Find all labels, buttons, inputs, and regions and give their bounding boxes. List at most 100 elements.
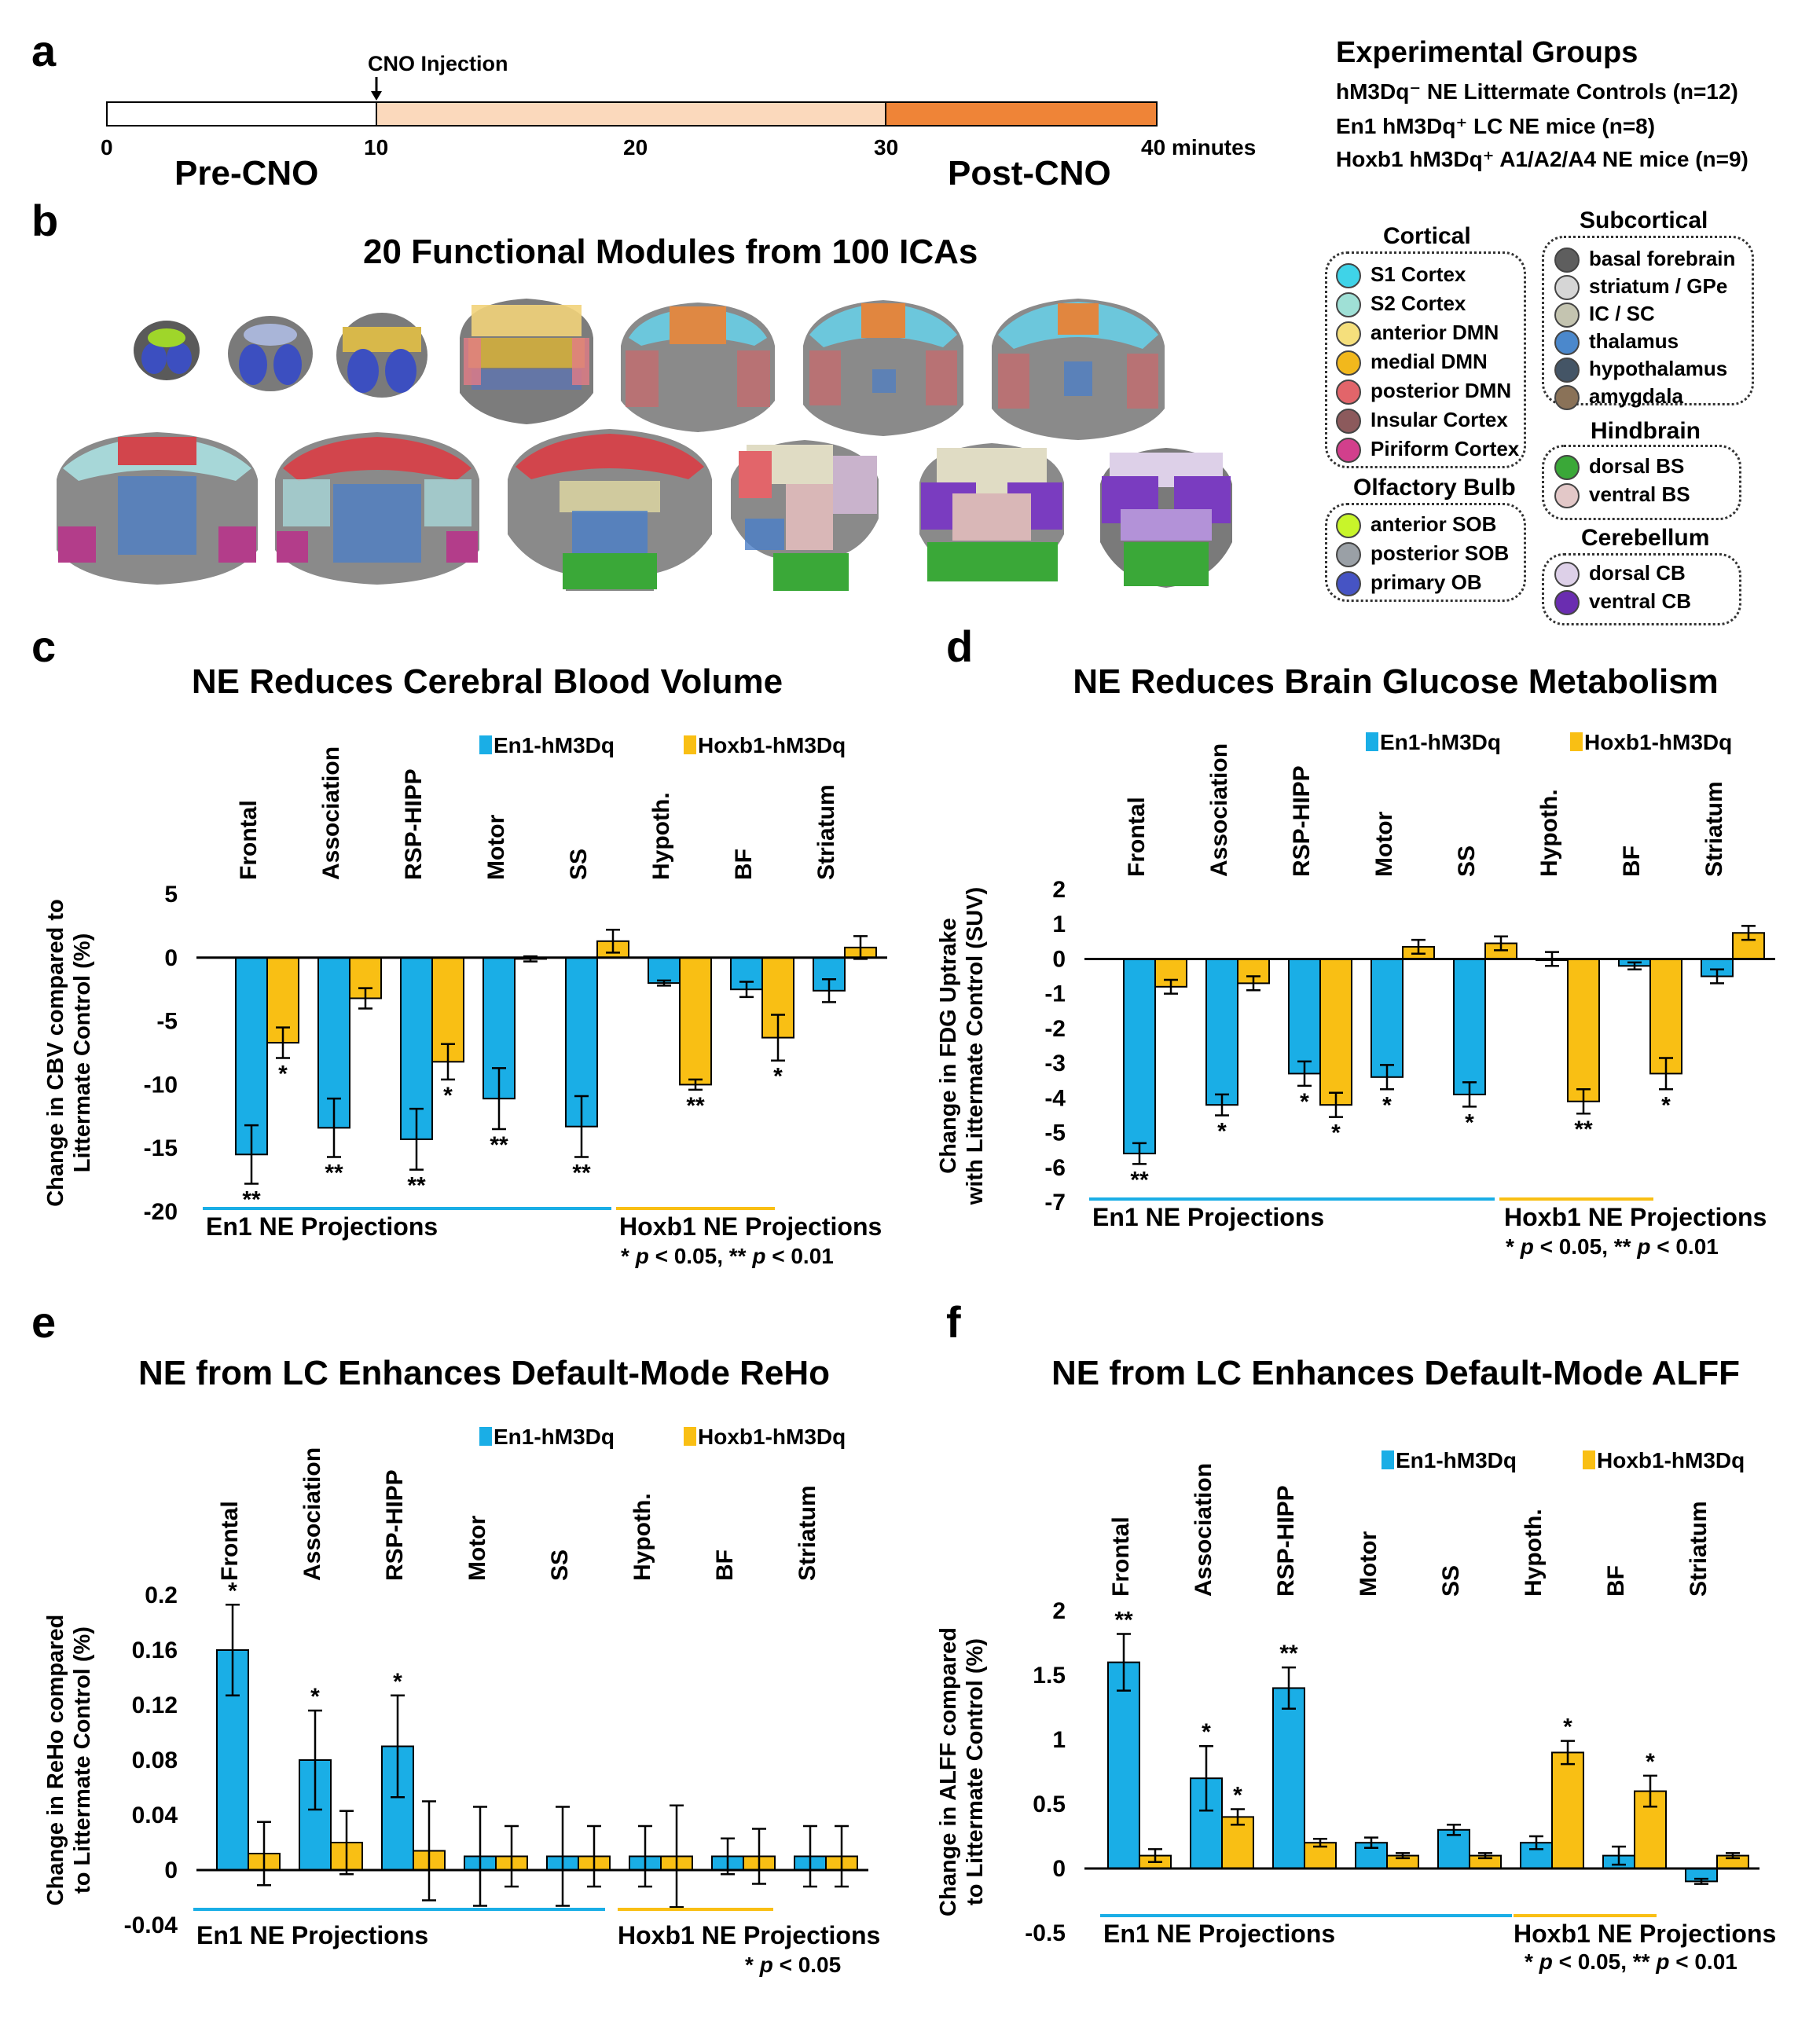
y-tick-label: -0.04 xyxy=(124,1912,178,1938)
legend-item-piriform-cortex: Piriform Cortex xyxy=(1336,437,1520,464)
y-tick-label: -6 xyxy=(1044,1155,1066,1181)
chart-title: NE Reduces Brain Glucose Metabolism xyxy=(1073,662,1719,701)
legend-label: amygdala xyxy=(1589,384,1683,408)
category-label: BF xyxy=(712,1549,738,1581)
category-label: RSP-HIPP xyxy=(382,1469,408,1581)
legend-item-ventral-bs: ventral BS xyxy=(1554,482,1690,509)
legend-item-primary-ob: primary OB xyxy=(1336,570,1482,597)
legend-label: dorsal CB xyxy=(1589,561,1686,585)
category-label: BF xyxy=(1603,1565,1629,1597)
hindbrain-title: Hindbrain xyxy=(1591,418,1701,444)
legend-label: dorsal BS xyxy=(1589,454,1685,478)
en1-projection-label: En1 NE Projections xyxy=(206,1212,438,1241)
group-control: hM3Dq⁻ NE Littermate Controls (n=12) xyxy=(1336,79,1738,104)
bar-en1-ss xyxy=(1437,1828,1470,1869)
bar-en1-association xyxy=(1205,958,1238,1106)
legend-label: Piriform Cortex xyxy=(1371,437,1520,460)
significance-marker: * xyxy=(393,1669,402,1695)
pre-cno-label: Pre-CNO xyxy=(174,154,319,193)
bar-en1-frontal xyxy=(1123,958,1156,1155)
legend-swatch xyxy=(1336,380,1361,405)
category-label: Frontal xyxy=(236,800,262,880)
category-label: Motor xyxy=(483,814,509,880)
significance-marker: * xyxy=(1661,1092,1671,1118)
category-label: Striatum xyxy=(813,784,839,880)
y-tick-label: 0.08 xyxy=(132,1747,178,1773)
chart-svg-d: NE Reduces Brain Glucose Metabolism En1-h… xyxy=(936,662,1775,1259)
legend-swatch xyxy=(1554,358,1580,383)
bar-en1-rsp-hipp xyxy=(1272,1687,1305,1869)
hoxb1-projection-label: Hoxb1 NE Projections xyxy=(1514,1920,1776,1948)
significance-note-part: p xyxy=(1636,1234,1650,1259)
y-tick-label: -7 xyxy=(1044,1190,1066,1216)
significance-note-part: * xyxy=(745,1953,760,1977)
brain-slices xyxy=(57,299,1232,591)
significance-note-part: < 0.01 xyxy=(1650,1234,1718,1259)
coronal-slice-13 xyxy=(1100,448,1232,588)
coronal-slice-9 xyxy=(275,432,479,585)
legend-swatch xyxy=(1554,303,1580,328)
legend-item-s2-cortex: S2 Cortex xyxy=(1336,292,1466,318)
injection-arrowhead xyxy=(371,91,382,101)
significance-note-part: * xyxy=(621,1244,636,1268)
significance-marker: ** xyxy=(686,1093,705,1119)
y-tick-label: -10 xyxy=(144,1072,178,1098)
legend-label: hypothalamus xyxy=(1589,357,1728,380)
significance-marker: ** xyxy=(1574,1117,1593,1142)
significance-note-part: < 0.05, ** xyxy=(649,1244,753,1268)
significance-marker: * xyxy=(1217,1118,1227,1144)
category-label: Hypoth. xyxy=(648,792,674,880)
significance-marker: * xyxy=(228,1578,237,1604)
category-label: Striatum xyxy=(1701,781,1727,877)
significance-marker: * xyxy=(443,1083,453,1109)
legend-item-posterior-sob: posterior SOB xyxy=(1336,541,1510,568)
legend-item-striatum-gpe: striatum / GPe xyxy=(1554,274,1727,301)
category-label: Frontal xyxy=(217,1501,243,1581)
legend-swatch xyxy=(1336,438,1361,464)
legend-label-hoxb1: Hoxb1-hM3Dq xyxy=(698,733,846,757)
legend-item-s1-cortex: S1 Cortex xyxy=(1336,262,1466,289)
coronal-slice-12 xyxy=(919,443,1064,581)
timeline-tick-20: 20 xyxy=(623,135,648,160)
significance-note-part: < 0.05, ** xyxy=(1553,1949,1657,1974)
legend-swatch xyxy=(1554,590,1580,616)
chart-reho: NE from LC Enhances Default-Mode ReHo En1… xyxy=(0,1328,904,2035)
legend-swatch-hoxb1 xyxy=(684,735,696,754)
significance-marker: ** xyxy=(325,1161,343,1186)
panel-e-label: e xyxy=(31,1297,57,1347)
y-tick-label: 0 xyxy=(1052,946,1066,972)
cerebellum-title: Cerebellum xyxy=(1581,525,1710,551)
y-axis-label: Littermate Control (%) xyxy=(70,933,95,1173)
legend-label: basal forebrain xyxy=(1589,247,1736,270)
category-label: Frontal xyxy=(1124,797,1150,877)
chart-title: NE from LC Enhances Default-Mode ALFF xyxy=(1051,1354,1740,1392)
timeline-tick-10: 10 xyxy=(364,135,389,160)
significance-note-part: < 0.01 xyxy=(1669,1949,1737,1974)
olfactory-legend-box xyxy=(1325,503,1526,602)
olfactory-bulb-slice-2 xyxy=(228,316,313,391)
significance-marker: * xyxy=(773,1064,783,1090)
legend-label: medial DMN xyxy=(1371,350,1488,373)
category-label: BF xyxy=(1619,845,1645,877)
significance-note-part: p xyxy=(635,1244,649,1268)
significance-marker: ** xyxy=(1279,1641,1298,1667)
bar-en1-rsp-hipp xyxy=(1288,958,1321,1075)
category-label: SS xyxy=(1454,845,1480,877)
y-tick-label: 0 xyxy=(164,1857,178,1883)
legend-label: S1 Cortex xyxy=(1371,262,1466,286)
significance-note: * p < 0.05, ** p < 0.01 xyxy=(1525,1949,1737,1974)
legend-swatch xyxy=(1554,483,1580,509)
coronal-slice-7 xyxy=(992,299,1165,440)
bar-hoxb1-hypoth- xyxy=(679,956,712,1086)
timeline-pre-segment xyxy=(106,101,377,127)
category-label: RSP-HIPP xyxy=(1289,765,1315,877)
legend-item-posterior-dmn: posterior DMN xyxy=(1336,379,1511,405)
legend-label: ventral CB xyxy=(1589,589,1692,613)
legend-label: posterior SOB xyxy=(1371,541,1510,565)
bar-hoxb1-striatum xyxy=(1732,932,1765,960)
significance-note-part: * xyxy=(1506,1234,1521,1259)
coronal-slice-5 xyxy=(621,303,775,432)
y-tick-label: 0 xyxy=(164,945,178,971)
legend-label: IC / SC xyxy=(1589,302,1655,325)
significance-note-part: p xyxy=(751,1244,765,1268)
